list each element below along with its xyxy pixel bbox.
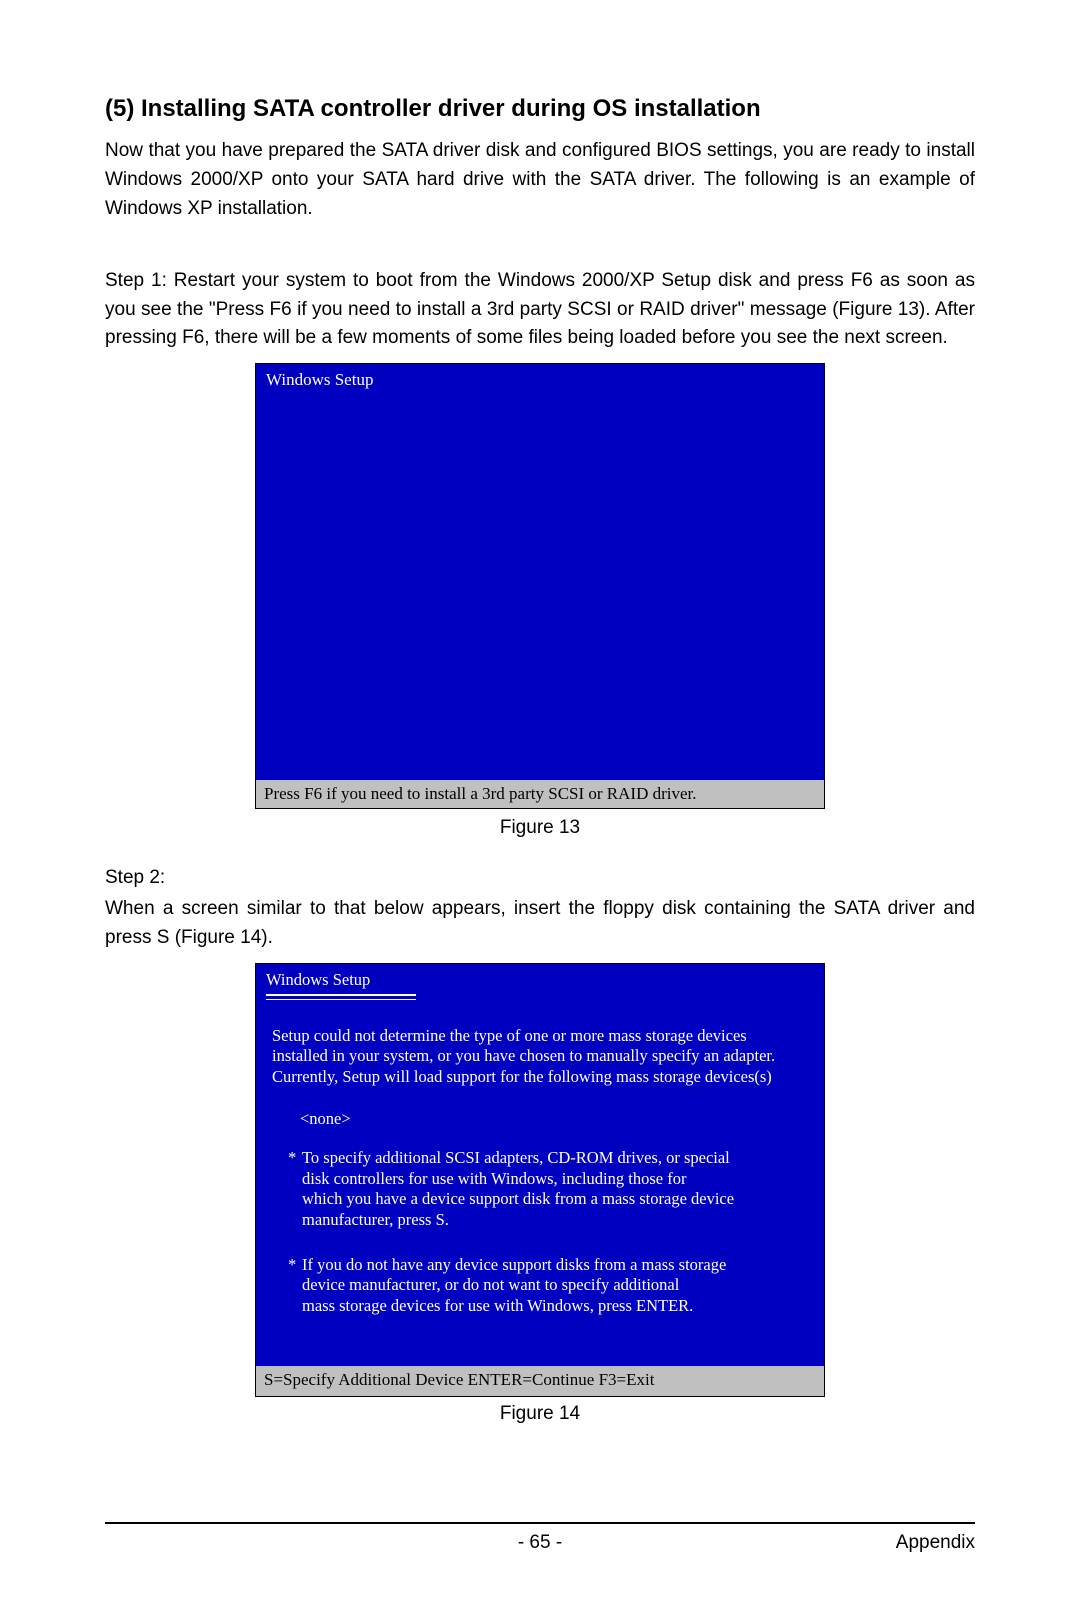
page-number: - 65 - [0,1532,1080,1554]
setup-status-bar: Press F6 if you need to install a 3rd pa… [256,780,824,808]
figure-13-caption: Figure 13 [105,817,975,839]
page-footer: . - 65 - Appendix [105,1522,975,1554]
figure-14-screen: Windows Setup Setup could not determine … [255,963,825,1397]
step-1-paragraph: Step 1: Restart your system to boot from… [105,267,975,354]
setup-paragraph-line: Currently, Setup will load support for t… [272,1067,808,1088]
step-2-paragraph: When a screen similar to that below appe… [105,895,975,953]
bullet-2: * If you do not have any device support … [272,1255,808,1317]
setup-paragraph-line: installed in your system, or you have ch… [272,1046,808,1067]
asterisk-icon: * [288,1148,302,1231]
setup-body-blank [256,394,824,780]
setup-title: Windows Setup [256,364,824,394]
setup-footer-bar: S=Specify Additional Device ENTER=Contin… [256,1366,824,1395]
bullet-line: mass storage devices for use with Window… [302,1296,726,1317]
title-underline [266,994,416,1000]
setup-title: Windows Setup [256,964,824,994]
setup-body: Setup could not determine the type of on… [256,1004,824,1327]
setup-paragraph-line: Setup could not determine the type of on… [272,1026,808,1047]
figure-13-screen: Windows Setup Press F6 if you need to in… [255,363,825,809]
none-line: <none> [272,1087,808,1148]
step-2-label: Step 2: [105,864,975,893]
bullet-line: disk controllers for use with Windows, i… [302,1169,734,1190]
section-heading: (5) Installing SATA controller driver du… [105,95,975,123]
bullet-1: * To specify additional SCSI adapters, C… [272,1148,808,1255]
bullet-line: To specify additional SCSI adapters, CD-… [302,1148,734,1169]
bullet-line: If you do not have any device support di… [302,1255,726,1276]
intro-paragraph: Now that you have prepared the SATA driv… [105,137,975,224]
bullet-line: manufacturer, press S. [302,1210,734,1231]
spacer [105,233,975,267]
asterisk-icon: * [288,1255,302,1317]
figure-14-caption: Figure 14 [105,1403,975,1425]
bullet-line: which you have a device support disk fro… [302,1189,734,1210]
bullet-line: device manufacturer, or do not want to s… [302,1275,726,1296]
